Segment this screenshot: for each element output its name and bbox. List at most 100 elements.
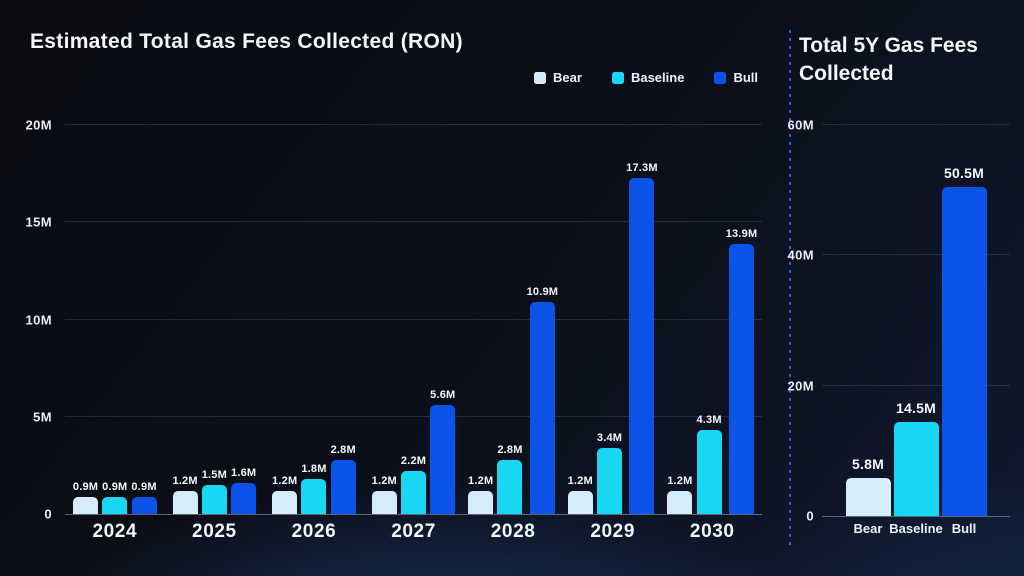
- bar-bear-2029: 1.2M: [568, 475, 593, 514]
- bar-baseline-2024: 0.9M: [102, 480, 128, 514]
- bar-baseline-2030: 4.3M: [696, 414, 722, 514]
- left-plot-area: 0.9M 0.9M 0.9M 1.2M 1.5M 1.6M 1.2M 1.8M 2.8M 1.2M…: [65, 124, 762, 515]
- bar-bull-2027-bar: [430, 405, 456, 514]
- bar-bull-2027: 5.6M: [430, 389, 456, 514]
- bar-bear-2028-bar: [468, 490, 494, 514]
- bar-value-label: 1.2M: [468, 474, 494, 487]
- bar-bear-2027: 1.2M: [372, 475, 397, 514]
- y-tick-label: 0: [44, 506, 52, 522]
- bar-group-2026: 1.2M 1.8M 2.8M: [264, 125, 364, 514]
- total-bar-bear-bar: [845, 478, 891, 516]
- bar-bull-2028: 10.9M: [527, 286, 559, 514]
- bar-bull-2025: 1.6M: [231, 466, 257, 514]
- bar-bear-2026-bar: [272, 490, 298, 514]
- bar-baseline-2029: 3.4M: [597, 432, 623, 514]
- gridline-5M: [65, 415, 762, 417]
- x-label-baseline: Baseline: [889, 521, 943, 536]
- bar-value-label: 0.9M: [102, 480, 128, 493]
- bar-bull-2026-bar: [330, 459, 356, 514]
- legend-item-bear: Bear: [534, 70, 582, 85]
- gridline-40M: [822, 254, 1010, 256]
- bar-baseline-2028-bar: [497, 459, 523, 514]
- bar-bear-2025-bar: [172, 490, 198, 514]
- bar-bull-2026: 2.8M: [331, 444, 356, 514]
- bar-value-label: 1.2M: [371, 474, 397, 487]
- bar-bull-2030-bar: [729, 243, 755, 514]
- legend: Bear Baseline Bull: [534, 70, 758, 85]
- legend-swatch-icon: [714, 71, 727, 84]
- x-label-bull: Bull: [951, 521, 977, 536]
- total-bar-bull-bar: [941, 186, 987, 516]
- x-label-2027: 2027: [391, 521, 436, 542]
- right-y-axis: 0 20M 40M 60M: [770, 118, 820, 524]
- bar-group-2024: 0.9M 0.9M 0.9M: [65, 125, 165, 514]
- x-label-2026: 2026: [291, 521, 337, 542]
- bar-value-label: 4.3M: [696, 414, 722, 427]
- bar-value-label: 5.6M: [430, 389, 456, 402]
- bar-value-label: 2.8M: [497, 443, 523, 456]
- bar-bear-2029-bar: [567, 490, 593, 514]
- bar-bear-2026: 1.2M: [272, 474, 298, 514]
- bar-value-label: 1.2M: [172, 474, 198, 487]
- bar-group-2028: 1.2M 2.8M 10.9M: [463, 125, 563, 514]
- legend-item-bull: Bull: [714, 70, 758, 85]
- bar-value-label: 17.3M: [626, 161, 658, 174]
- bar-group-2027: 1.2M 2.2M 5.6M: [364, 125, 464, 514]
- bar-value-label: 10.9M: [526, 286, 559, 298]
- bar-baseline-2027: 2.2M: [400, 455, 427, 514]
- y-tick-label: 40M: [787, 247, 814, 263]
- bar-value-label: 1.2M: [272, 474, 298, 487]
- gridline-20M: [65, 124, 762, 125]
- panel-divider: [789, 30, 791, 546]
- x-label-2025: 2025: [192, 521, 237, 542]
- y-tick-label: 60M: [787, 117, 814, 133]
- bar-bear-2025: 1.2M: [172, 474, 198, 514]
- bar-bull-2029: 17.3M: [626, 162, 658, 514]
- bar-value-label: 0.9M: [72, 480, 99, 493]
- y-tick-label: 10M: [25, 312, 52, 327]
- total-bar-baseline-bar: [893, 421, 939, 516]
- bar-baseline-2026-bar: [301, 479, 327, 514]
- left-chart-title: Estimated Total Gas Fees Collected (RON): [30, 30, 463, 53]
- left-y-axis: 0 5M 10M 15M 20M: [14, 118, 58, 522]
- bar-value-label: 2.2M: [400, 455, 427, 468]
- y-tick-label: 15M: [25, 214, 52, 230]
- bar-group-2029: 1.2M 3.4M 17.3M: [563, 125, 663, 514]
- bar-value-label: 1.8M: [301, 463, 327, 475]
- bar-bear-2030: 1.2M: [667, 475, 693, 514]
- bar-group-2030: 1.2M 4.3M 13.9M: [662, 125, 762, 514]
- x-label-bear: Bear: [853, 521, 883, 536]
- bar-bull-2028-bar: [529, 302, 555, 514]
- bar-bear-2024-bar: [73, 496, 99, 514]
- y-tick-label: 5M: [33, 409, 52, 425]
- bar-baseline-2026: 1.8M: [301, 463, 327, 514]
- legend-swatch-icon: [534, 71, 547, 84]
- bar-value-label: 1.6M: [231, 466, 257, 479]
- right-bar-groups: 5.8M 14.5M 50.5M: [822, 125, 1010, 516]
- x-label-2024: 2024: [92, 521, 138, 542]
- bar-bear-2028: 1.2M: [468, 474, 494, 514]
- bar-bull-2024: 0.9M: [131, 480, 157, 514]
- left-bar-groups: 0.9M 0.9M 0.9M 1.2M 1.5M 1.6M 1.2M 1.8M 2.8M 1.2M…: [65, 125, 762, 514]
- bar-group-2025: 1.2M 1.5M 1.6M: [165, 125, 265, 514]
- bar-value-label: 13.9M: [725, 227, 758, 240]
- bar-value-label: 14.5M: [896, 399, 936, 416]
- bar-value-label: 0.9M: [131, 480, 157, 493]
- y-tick-label: 0: [806, 508, 814, 524]
- x-label-2028: 2028: [490, 521, 536, 542]
- bar-value-label: 1.2M: [567, 474, 593, 487]
- gridline-15M: [65, 221, 762, 223]
- y-tick-label: 20M: [787, 378, 814, 394]
- legend-item-baseline: Baseline: [611, 70, 684, 85]
- left-x-axis: 2024 2025 2026 2027 2028 2029 2030: [65, 521, 762, 543]
- bar-baseline-2025: 1.5M: [202, 469, 227, 514]
- bar-bear-2030-bar: [667, 490, 693, 514]
- bar-bull-2025-bar: [231, 482, 257, 514]
- gridline-20M: [822, 384, 1010, 386]
- legend-swatch-icon: [611, 71, 624, 84]
- total-bar-group: 5.8M 14.5M 50.5M: [822, 125, 1010, 516]
- bar-bull-2024-bar: [131, 496, 157, 514]
- bar-baseline-2028: 2.8M: [497, 443, 523, 514]
- bar-value-label: 5.8M: [852, 456, 884, 473]
